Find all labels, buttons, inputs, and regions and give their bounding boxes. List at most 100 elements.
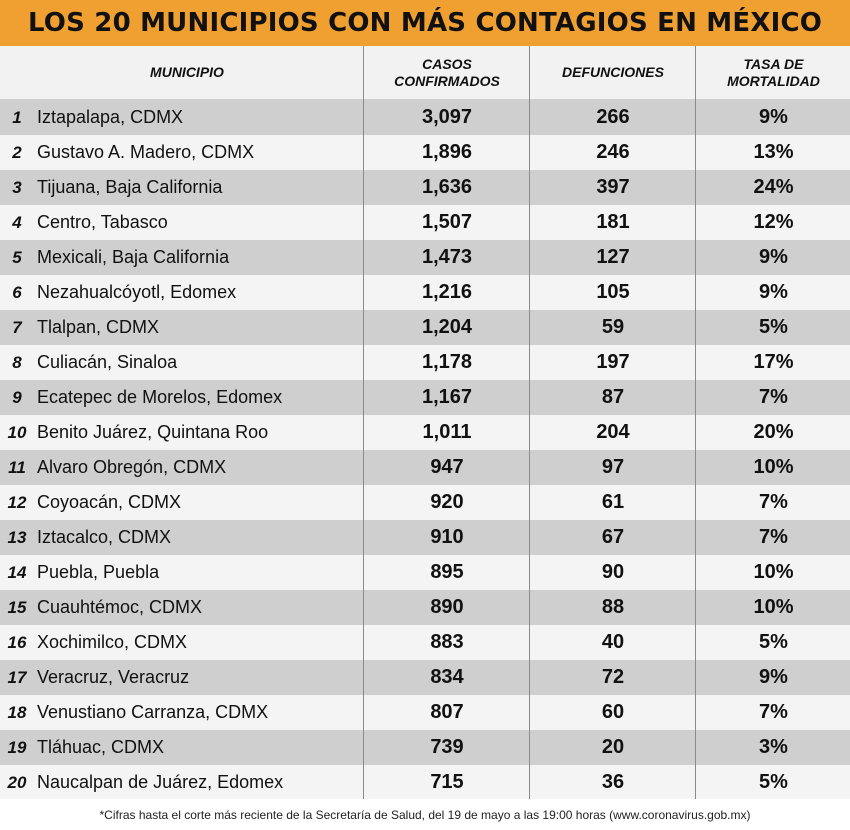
municipio-cell: Benito Juárez, Quintana Roo <box>37 422 269 442</box>
defunciones-cell: 397 <box>596 176 630 198</box>
rank-cell: 13 <box>7 527 27 547</box>
tasa-cell: 9% <box>759 281 788 303</box>
header-tasa-line1: TASA DE <box>743 55 804 72</box>
defunciones-cell: 59 <box>601 316 625 338</box>
defunciones-cell: 20 <box>601 736 625 758</box>
table-body: 1 Iztapalapa, CDMX 3,097 266 9% 2 Gustavo A. M… <box>0 100 850 800</box>
rank-cell: 17 <box>7 667 27 687</box>
table-row: 14 Puebla, Puebla 895 90 10% <box>0 555 850 590</box>
rank-cell: 5 <box>12 247 22 267</box>
tasa-cell: 13% <box>753 141 794 163</box>
table-row: 5 Mexicali, Baja California 1,473 127 9% <box>0 240 850 275</box>
defunciones-cell: 88 <box>601 596 625 618</box>
casos-cell: 1,011 <box>422 421 472 443</box>
rank-cell: 3 <box>12 177 22 197</box>
tasa-cell: 7% <box>759 701 788 723</box>
column-divider <box>529 46 530 799</box>
tasa-cell: 12% <box>753 211 794 233</box>
data-table: MUNICIPIO CASOS CONFIRMADOS DEFUNCIONES … <box>0 46 850 800</box>
defunciones-cell: 67 <box>601 526 625 548</box>
casos-cell: 947 <box>430 456 464 478</box>
rank-cell: 20 <box>7 772 27 792</box>
defunciones-cell: 105 <box>596 281 630 303</box>
municipio-cell: Culiacán, Sinaloa <box>37 352 178 372</box>
defunciones-cell: 60 <box>601 701 625 723</box>
table-row: 17 Veracruz, Veracruz 834 72 9% <box>0 660 850 695</box>
table-row: 20 Naucalpan de Juárez, Edomex 715 36 5% <box>0 765 850 800</box>
table-row: 8 Culiacán, Sinaloa 1,178 197 17% <box>0 345 850 380</box>
table-row: 12 Coyoacán, CDMX 920 61 7% <box>0 485 850 520</box>
municipio-cell: Gustavo A. Madero, CDMX <box>37 142 255 162</box>
municipio-cell: Puebla, Puebla <box>37 562 160 582</box>
tasa-cell: 9% <box>759 246 788 268</box>
tasa-cell: 5% <box>759 771 788 793</box>
defunciones-cell: 40 <box>601 631 625 653</box>
page-title: LOS 20 MUNICIPIOS CON MÁS CONTAGIOS EN M… <box>27 8 823 38</box>
rank-cell: 1 <box>12 107 22 127</box>
header-casos-line2: CONFIRMADOS <box>394 72 500 89</box>
casos-cell: 910 <box>430 526 464 548</box>
casos-cell: 890 <box>430 596 464 618</box>
casos-cell: 1,896 <box>421 141 473 163</box>
municipio-cell: Veracruz, Veracruz <box>37 667 190 687</box>
tasa-cell: 5% <box>759 316 788 338</box>
table-row: 15 Cuauhtémoc, CDMX 890 88 10% <box>0 590 850 625</box>
tasa-cell: 9% <box>759 666 788 688</box>
tasa-cell: 10% <box>753 456 794 478</box>
casos-cell: 1,204 <box>421 316 473 338</box>
municipio-cell: Iztacalco, CDMX <box>37 527 172 547</box>
municipio-cell: Cuauhtémoc, CDMX <box>37 597 203 617</box>
casos-cell: 807 <box>430 701 464 723</box>
rank-cell: 15 <box>7 597 27 617</box>
municipio-cell: Venustiano Carranza, CDMX <box>37 702 269 722</box>
header-casos-line1: CASOS <box>422 55 472 72</box>
table-row: 9 Ecatepec de Morelos, Edomex 1,167 87 7% <box>0 380 850 415</box>
casos-cell: 1,636 <box>421 176 473 198</box>
page-title-banner: LOS 20 MUNICIPIOS CON MÁS CONTAGIOS EN M… <box>0 0 850 46</box>
municipio-cell: Tlalpan, CDMX <box>37 317 160 337</box>
table-row: 7 Tlalpan, CDMX 1,204 59 5% <box>0 310 850 345</box>
defunciones-cell: 97 <box>601 456 625 478</box>
municipio-cell: Iztapalapa, CDMX <box>37 107 184 127</box>
tasa-cell: 20% <box>753 421 794 443</box>
table-row: 1 Iztapalapa, CDMX 3,097 266 9% <box>0 100 850 135</box>
municipio-cell: Centro, Tabasco <box>37 212 168 232</box>
casos-cell: 1,178 <box>421 351 473 373</box>
tasa-cell: 10% <box>753 596 794 618</box>
table-row: 2 Gustavo A. Madero, CDMX 1,896 246 13% <box>0 135 850 170</box>
rank-cell: 10 <box>7 422 27 442</box>
rank-cell: 7 <box>12 317 22 337</box>
municipio-cell: Ecatepec de Morelos, Edomex <box>37 387 283 407</box>
tasa-cell: 5% <box>759 631 788 653</box>
municipio-cell: Naucalpan de Juárez, Edomex <box>37 772 284 792</box>
casos-cell: 1,507 <box>421 211 473 233</box>
table-header: MUNICIPIO CASOS CONFIRMADOS DEFUNCIONES … <box>0 46 850 100</box>
tasa-cell: 10% <box>753 561 794 583</box>
municipio-cell: Coyoacán, CDMX <box>37 492 182 512</box>
municipio-cell: Xochimilco, CDMX <box>37 632 188 652</box>
municipio-cell: Mexicali, Baja California <box>37 247 230 267</box>
footnote: *Cifras hasta el corte más reciente de l… <box>0 799 850 830</box>
rank-cell: 19 <box>7 737 27 757</box>
header-tasa-line2: MORTALIDAD <box>727 72 820 89</box>
defunciones-cell: 197 <box>596 351 630 373</box>
casos-cell: 739 <box>430 736 464 758</box>
defunciones-cell: 90 <box>601 561 625 583</box>
rank-cell: 11 <box>8 457 26 477</box>
casos-cell: 834 <box>430 666 464 688</box>
casos-cell: 920 <box>430 491 464 513</box>
casos-cell: 1,473 <box>421 246 473 268</box>
rank-cell: 2 <box>12 142 22 162</box>
municipio-cell: Tijuana, Baja California <box>37 177 223 197</box>
table-row: 3 Tijuana, Baja California 1,636 397 24% <box>0 170 850 205</box>
header-municipio: MUNICIPIO <box>150 64 224 80</box>
rank-cell: 18 <box>7 702 27 722</box>
tasa-cell: 3% <box>759 736 788 758</box>
casos-cell: 715 <box>430 771 464 793</box>
table-row: 10 Benito Juárez, Quintana Roo 1,011 204 20% <box>0 415 850 450</box>
municipio-cell: Alvaro Obregón, CDMX <box>37 457 227 477</box>
tasa-cell: 7% <box>759 386 788 408</box>
rank-cell: 14 <box>7 562 27 582</box>
rank-cell: 16 <box>7 632 27 652</box>
casos-cell: 883 <box>430 631 464 653</box>
